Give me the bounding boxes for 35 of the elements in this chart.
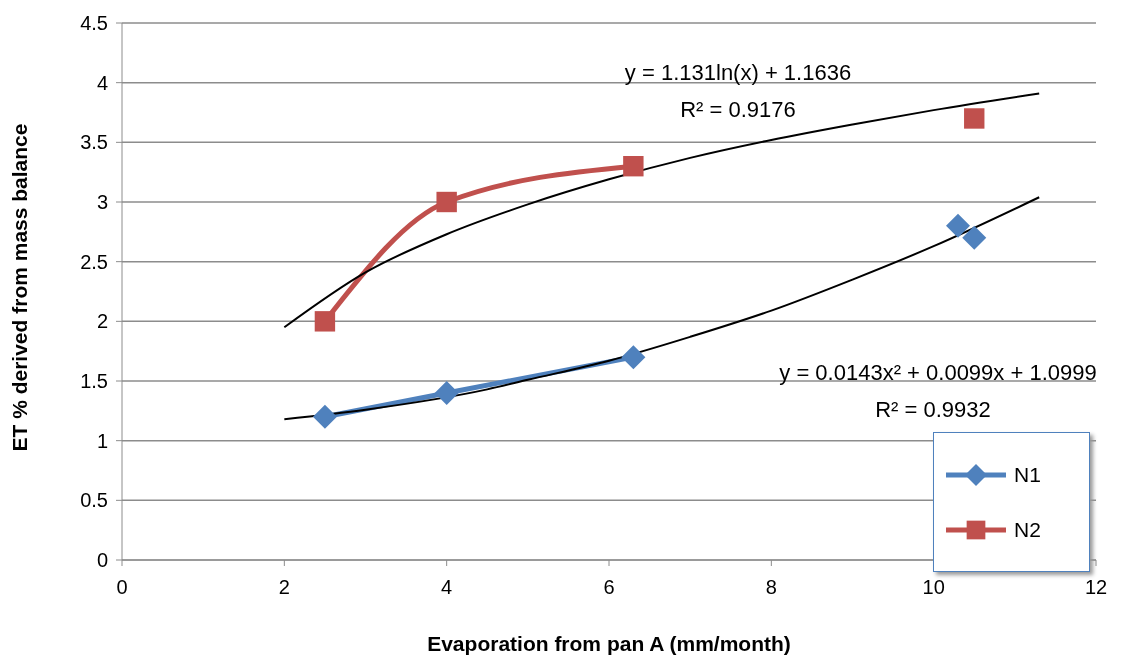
point bbox=[314, 311, 336, 332]
y-tick-label: 3 bbox=[96, 191, 108, 214]
x-tick-label: 6 bbox=[603, 576, 615, 599]
point bbox=[436, 191, 457, 213]
annotation: R² = 0.9932 bbox=[875, 397, 991, 423]
y-tick-label: 0.5 bbox=[80, 489, 108, 512]
y-axis-title: ET % derived from mass balance bbox=[8, 123, 32, 452]
x-tick-label: 0 bbox=[116, 576, 128, 599]
y-tick-label: 1.5 bbox=[80, 370, 108, 393]
y-tick-label: 4.5 bbox=[80, 12, 108, 35]
y-tick-label: 4 bbox=[96, 71, 108, 94]
x-tick-label: 8 bbox=[765, 576, 777, 599]
y-tick-label: 2 bbox=[96, 310, 108, 333]
legend-label: N1 bbox=[1014, 462, 1041, 487]
point bbox=[964, 108, 985, 129]
point bbox=[962, 225, 987, 250]
point bbox=[623, 156, 644, 177]
y-tick-label: 0 bbox=[96, 549, 108, 572]
annotation: y = 1.131ln(x) + 1.1636 bbox=[624, 60, 852, 86]
point bbox=[946, 213, 971, 238]
point bbox=[312, 404, 337, 429]
y-tick-label: 3.5 bbox=[80, 131, 108, 154]
x-tick-label: 4 bbox=[441, 576, 453, 599]
x-tick-label: 10 bbox=[922, 576, 945, 599]
x-axis-title: Evaporation from pan A (mm/month) bbox=[427, 632, 791, 655]
annotation: y = 0.0143x² + 0.0099x + 1.0999 bbox=[779, 360, 1097, 386]
annotation: R² = 0.9176 bbox=[680, 97, 796, 123]
x-tick-label: 2 bbox=[278, 576, 290, 599]
y-tick-label: 1 bbox=[96, 429, 108, 452]
line-series bbox=[283, 92, 1041, 329]
point bbox=[434, 380, 459, 405]
x-tick-label: 12 bbox=[1084, 576, 1108, 599]
y-tick-label: 2.5 bbox=[80, 250, 108, 273]
point bbox=[621, 345, 646, 370]
legend-label: N2 bbox=[1014, 517, 1041, 542]
